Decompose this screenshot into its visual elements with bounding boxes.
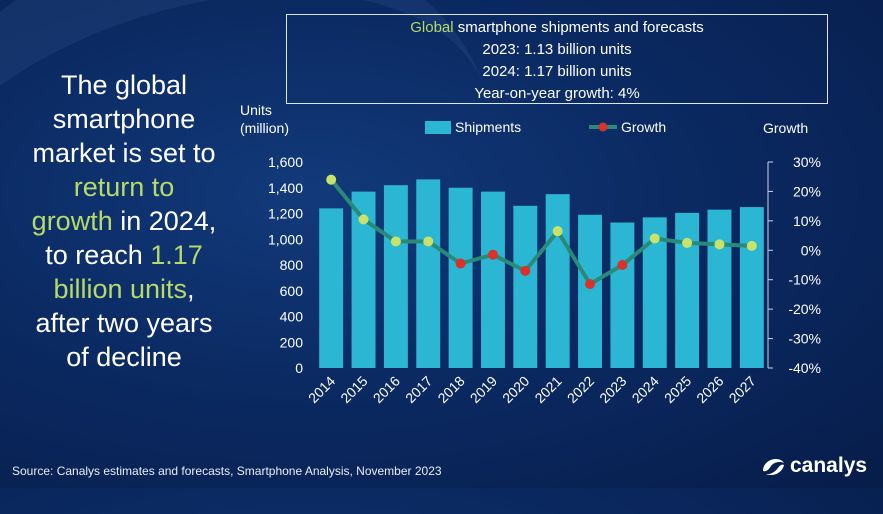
left-tick-label: 1,400 [268,180,303,196]
x-tick-label: 2017 [402,373,435,406]
x-tick-label: 2021 [531,373,564,406]
x-tick-label: 2018 [434,373,467,406]
forecast-info-box: Global smartphone shipments and forecast… [286,14,828,104]
shipment-bar [513,205,538,368]
left-tick-label: 200 [280,334,304,350]
growth-marker [649,233,660,244]
growth-marker [390,236,401,247]
logo-wordmark: canalys [790,454,868,477]
x-tick-label: 2014 [305,373,338,406]
x-tick-label: 2023 [596,373,629,406]
growth-marker [487,249,498,260]
shipment-bar [351,191,376,368]
x-tick-label: 2022 [564,373,597,406]
x-tick-label: 2015 [337,373,370,406]
info-box-growth: Year-on-year growth: 4% [474,85,640,102]
growth-marker [682,237,693,248]
headline-highlight: return to [73,172,175,202]
right-tick-label: -30% [788,331,821,347]
shipments-growth-chart: Units (million) Growth Shipments Growth … [240,102,821,406]
shipment-bar [416,179,441,368]
growth-marker [585,279,596,290]
x-tick-label: 2025 [661,373,694,406]
headline-line: The global [60,70,188,100]
left-axis-label-unit: (million) [240,120,289,136]
headline-highlight: billion units [53,274,188,304]
left-tick-label: 800 [280,257,304,273]
x-axis-labels: 2014 2015 2016 2017 2018 2019 2020 2021 2022 2023… [305,373,759,406]
growth-marker [326,174,337,185]
shipment-bar [319,208,344,368]
shipment-bar [675,212,700,368]
legend-label-growth: Growth [621,119,666,135]
right-tick-label: -10% [788,272,821,288]
shipment-bar [642,217,667,368]
info-box-2023: 2023: 1.13 billion units [482,41,632,58]
growth-marker [617,260,628,270]
right-tick-label: 0% [801,242,821,258]
headline-line: smartphone [52,104,196,134]
legend-swatch-growth-marker [598,122,608,132]
left-axis-ticks: 0 200 400 600 800 1,000 1,200 1,400 1,600 [268,154,303,376]
shipment-bar [707,209,732,368]
growth-markers [326,174,757,290]
headline-highlight: 1.17 [150,240,203,270]
right-axis-label: Growth [763,120,808,136]
right-axis-ticks: -40% -30% -20% -10% 0% 10% 20% 30% [768,154,821,376]
headline-line: in 2024, [112,206,217,236]
legend-label-shipments: Shipments [455,119,521,135]
canalys-logo-icon [763,459,784,475]
growth-line [329,178,752,287]
info-box-title: Global smartphone shipments and forecast… [410,19,704,36]
shipment-bar [739,207,764,368]
x-tick-label: 2019 [467,373,500,406]
growth-marker [358,214,369,225]
headline-line: to reach [45,240,151,270]
x-tick-label: 2024 [629,373,662,406]
right-tick-label: 30% [793,154,821,170]
left-axis-label: Units [240,102,272,118]
growth-marker [714,239,725,250]
left-tick-label: 1,000 [268,231,303,247]
left-tick-label: 600 [280,283,304,299]
x-tick-label: 2026 [693,373,726,406]
headline-line: market is set to [32,138,216,168]
right-tick-label: -40% [788,360,821,376]
shipment-bar [448,187,473,368]
left-tick-label: 1,600 [268,154,303,170]
growth-marker [520,265,531,276]
headline-line: of decline [66,342,182,372]
shipment-bar [578,214,603,368]
legend-swatch-shipments [425,121,451,134]
left-tick-label: 400 [280,309,304,325]
left-tick-label: 0 [295,360,303,376]
left-tick-label: 1,200 [268,206,303,222]
x-tick-label: 2020 [499,373,532,406]
growth-marker [552,226,563,237]
x-tick-label: 2027 [726,373,759,406]
growth-marker [455,258,466,269]
headline-line: after two years [35,308,213,338]
right-tick-label: -20% [788,301,821,317]
info-box-2024: 2024: 1.17 billion units [482,63,632,80]
canalys-logo: canalys [760,452,867,480]
headline-text: The global smartphone market is set to r… [14,68,234,374]
shipment-bar [480,191,505,368]
headline-highlight: growth [31,206,113,236]
legend: Shipments Growth [425,119,666,135]
x-tick-label: 2016 [370,373,403,406]
growth-marker [423,236,434,247]
right-tick-label: 20% [793,183,821,199]
shipment-bar [545,194,570,368]
shipment-bar [610,222,635,368]
right-tick-label: 10% [793,213,821,229]
growth-marker [746,240,757,251]
shipment-bars [319,179,764,368]
shipment-bar [383,185,408,368]
headline-line: , [187,274,195,304]
source-note: Source: Canalys estimates and forecasts,… [12,464,442,478]
